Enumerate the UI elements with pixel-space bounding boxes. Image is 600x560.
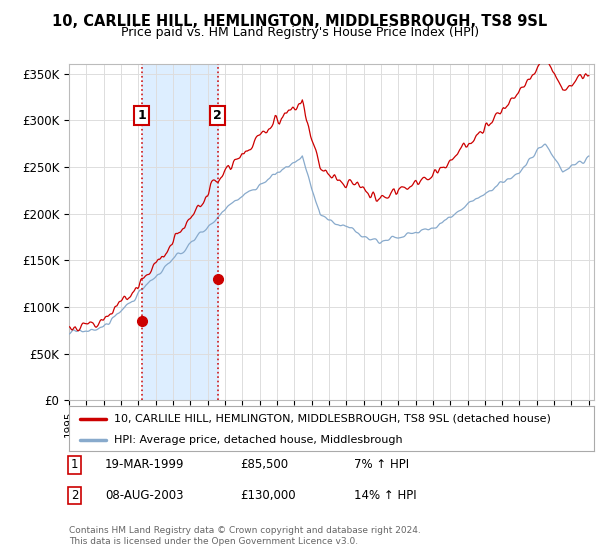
Text: 08-AUG-2003: 08-AUG-2003: [105, 489, 184, 502]
Text: 7% ↑ HPI: 7% ↑ HPI: [354, 458, 409, 472]
Text: 19-MAR-1999: 19-MAR-1999: [105, 458, 185, 472]
Bar: [142, 64, 218, 400]
Text: 10, CARLILE HILL, HEMLINGTON, MIDDLESBROUGH, TS8 9SL: 10, CARLILE HILL, HEMLINGTON, MIDDLESBRO…: [52, 14, 548, 29]
Text: 2: 2: [71, 489, 78, 502]
Text: 14% ↑ HPI: 14% ↑ HPI: [354, 489, 416, 502]
Text: 1: 1: [71, 458, 78, 472]
Text: Contains HM Land Registry data © Crown copyright and database right 2024.
This d: Contains HM Land Registry data © Crown c…: [69, 526, 421, 546]
Text: £130,000: £130,000: [240, 489, 296, 502]
Text: HPI: Average price, detached house, Middlesbrough: HPI: Average price, detached house, Midd…: [113, 435, 402, 445]
Text: 1: 1: [137, 109, 146, 122]
Text: 10, CARLILE HILL, HEMLINGTON, MIDDLESBROUGH, TS8 9SL (detached house): 10, CARLILE HILL, HEMLINGTON, MIDDLESBRO…: [113, 413, 551, 423]
Text: Price paid vs. HM Land Registry's House Price Index (HPI): Price paid vs. HM Land Registry's House …: [121, 26, 479, 39]
Text: £85,500: £85,500: [240, 458, 288, 472]
Text: 2: 2: [214, 109, 222, 122]
